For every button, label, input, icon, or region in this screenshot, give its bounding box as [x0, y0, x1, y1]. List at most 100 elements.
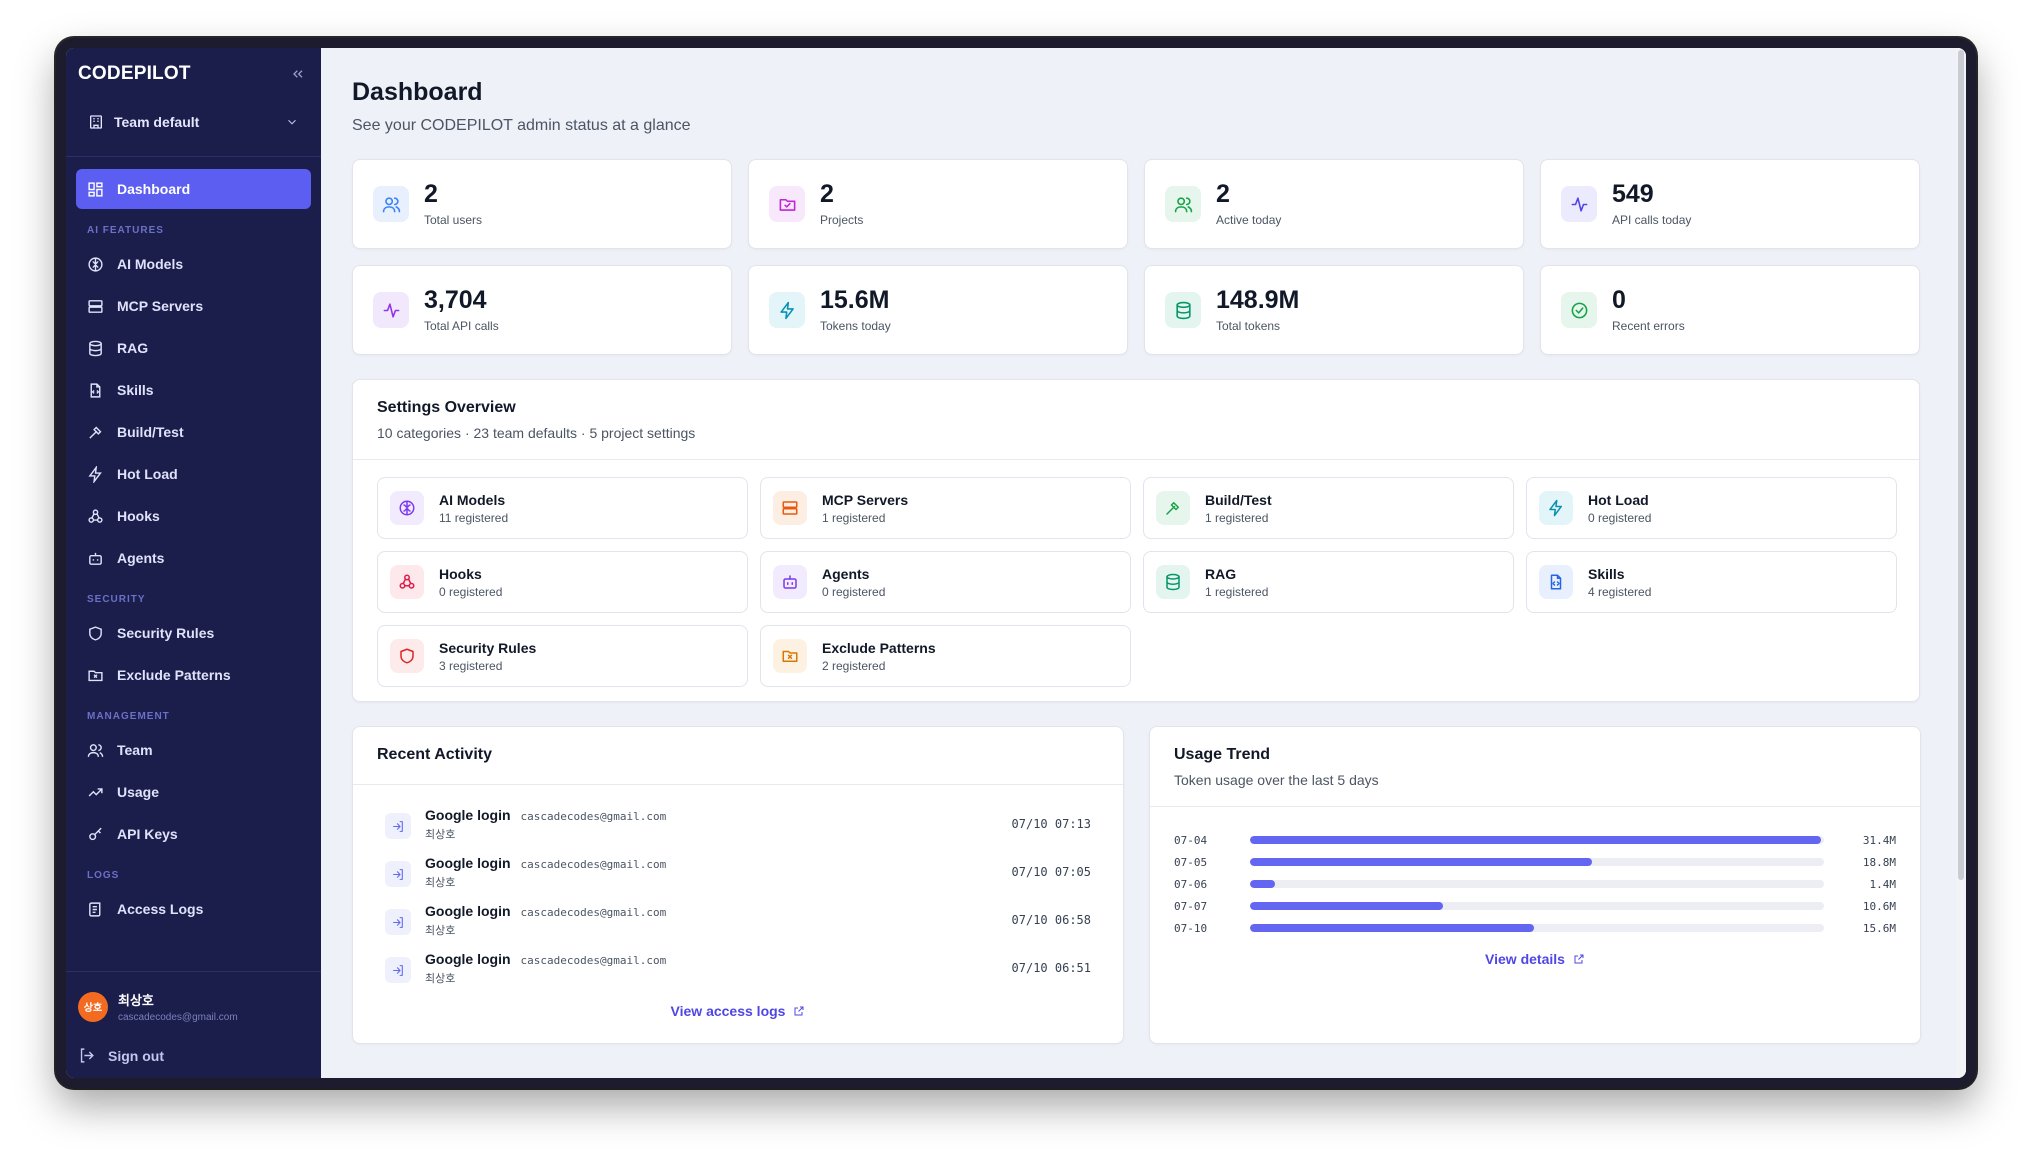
- activity-time: 07/10 07:13: [1011, 817, 1091, 831]
- settings-card[interactable]: RAG 1 registered: [1143, 551, 1514, 613]
- settings-card-text: Security Rules 3 registered: [439, 640, 536, 673]
- sidebar-item-skills[interactable]: Skills: [76, 370, 311, 410]
- settings-card-name: Security Rules: [439, 639, 537, 656]
- settings-card[interactable]: Exclude Patterns 2 registered: [760, 625, 1131, 687]
- trend-bar: [1250, 924, 1534, 932]
- sidebar-item-exclude-patterns[interactable]: Exclude Patterns: [76, 655, 311, 695]
- settings-card-count: 2 registered: [822, 658, 886, 673]
- stat-card[interactable]: 2 Active today: [1144, 159, 1524, 249]
- view-access-logs-link[interactable]: View access logs: [353, 1003, 1123, 1019]
- settings-card-text: Hot Load 0 registered: [1588, 492, 1651, 525]
- trend-bar: [1250, 858, 1592, 866]
- file-code-icon: [90, 382, 101, 398]
- settings-card[interactable]: Hot Load 0 registered: [1526, 477, 1897, 539]
- view-details-link[interactable]: View details: [1150, 951, 1920, 967]
- list-item[interactable]: Google login cascadecodes@gmail.com 최상호 07/…: [385, 855, 1091, 903]
- sidebar-divider: [66, 156, 321, 157]
- sidebar-item-hooks[interactable]: Hooks: [76, 496, 311, 536]
- sidebar-item-rag[interactable]: RAG: [76, 328, 311, 368]
- settings-card-name: Agents: [822, 565, 870, 582]
- scrollbar-thumb[interactable]: [1958, 50, 1964, 880]
- stat-text: 2 Total users: [424, 181, 482, 227]
- stat-text: 549 API calls today: [1612, 181, 1691, 227]
- shield-icon: [390, 639, 424, 673]
- stat-card[interactable]: 3,704 Total API calls: [352, 265, 732, 355]
- settings-card[interactable]: Hooks 0 registered: [377, 551, 748, 613]
- section-label-security: SECURITY: [87, 594, 146, 605]
- activity-type: Google login: [425, 903, 511, 919]
- list-item[interactable]: Google login cascadecodes@gmail.com 최상호 07/…: [385, 951, 1091, 999]
- settings-card[interactable]: MCP Servers 1 registered: [760, 477, 1131, 539]
- settings-card-count: 0 registered: [1588, 510, 1652, 525]
- activity-text: Google login cascadecodes@gmail.com 최상호: [425, 951, 1012, 986]
- sidebar-item-mcp-servers[interactable]: MCP Servers: [76, 286, 311, 326]
- sidebar-item-access-logs[interactable]: Access Logs: [76, 889, 311, 929]
- folder-icon: [769, 186, 805, 222]
- main-scrollbar[interactable]: [1956, 48, 1966, 1078]
- recent-activity-header: Recent Activity: [353, 727, 1123, 785]
- sidebar: CODEPILOT Team default Dashboard AI FEAT…: [66, 48, 321, 1078]
- sidebar-item-dashboard[interactable]: Dashboard: [76, 169, 311, 209]
- stat-card[interactable]: 2 Projects: [748, 159, 1128, 249]
- team-selector[interactable]: Team default: [78, 106, 309, 138]
- app-window: CODEPILOT Team default Dashboard AI FEAT…: [66, 48, 1966, 1078]
- settings-card[interactable]: AI Models 11 registered: [377, 477, 748, 539]
- stat-label: Projects: [820, 212, 864, 227]
- sidebar-item-ai-models[interactable]: AI Models: [76, 244, 311, 284]
- sidebar-item-usage[interactable]: Usage: [76, 772, 311, 812]
- settings-card-count: 1 registered: [1205, 584, 1269, 599]
- zap-icon: [88, 465, 102, 483]
- stat-card[interactable]: 549 API calls today: [1540, 159, 1920, 249]
- trend-bar: [1250, 902, 1443, 910]
- user-profile[interactable]: 상호 최상호 cascadecodes@gmail.com: [78, 990, 309, 1023]
- trend-bar-track: [1250, 902, 1824, 910]
- brain-icon: [390, 491, 424, 525]
- zap-icon: [1539, 491, 1573, 525]
- sign-out-button[interactable]: Sign out: [78, 1047, 309, 1064]
- sidebar-item-build-test[interactable]: Build/Test: [76, 412, 311, 452]
- recent-activity-panel: Recent Activity Google login cascadecodes…: [352, 726, 1124, 1044]
- stat-value: 2: [1216, 179, 1230, 208]
- settings-card[interactable]: Agents 0 registered: [760, 551, 1131, 613]
- settings-card[interactable]: Build/Test 1 registered: [1143, 477, 1514, 539]
- device-frame: CODEPILOT Team default Dashboard AI FEAT…: [56, 38, 1976, 1088]
- sidebar-item-label: Build/Test: [117, 424, 184, 440]
- activity-icon: [1561, 186, 1597, 222]
- trend-date-label: 07-04: [1174, 833, 1208, 847]
- view-access-logs-label: View access logs: [670, 1003, 786, 1019]
- section-label-logs: LOGS: [87, 870, 120, 881]
- sidebar-item-team[interactable]: Team: [76, 730, 311, 770]
- trend-row: 07-04 31.4M: [1174, 829, 1896, 851]
- trend-bar-track: [1250, 880, 1824, 888]
- stat-card[interactable]: 148.9M Total tokens: [1144, 265, 1524, 355]
- server-icon: [773, 491, 807, 525]
- sidebar-item-security-rules[interactable]: Security Rules: [76, 613, 311, 653]
- section-label-ai-features: AI FEATURES: [87, 225, 164, 236]
- activity-user: 최상호: [425, 973, 456, 985]
- collapse-sidebar-icon[interactable]: [289, 65, 307, 83]
- settings-card-name: RAG: [1205, 565, 1237, 582]
- settings-grid: AI Models 11 registered MCP Servers 1 regis…: [353, 460, 1919, 704]
- stat-label: Tokens today: [820, 318, 891, 333]
- list-item[interactable]: Google login cascadecodes@gmail.com 최상호 07/…: [385, 807, 1091, 855]
- sidebar-item-api-keys[interactable]: API Keys: [76, 814, 311, 854]
- stat-card[interactable]: 2 Total users: [352, 159, 732, 249]
- chevron-down-icon: [288, 119, 296, 125]
- sign-out-label: Sign out: [108, 1047, 164, 1064]
- trend-row: 07-10 15.6M: [1174, 917, 1896, 939]
- settings-card[interactable]: Security Rules 3 registered: [377, 625, 748, 687]
- trend-date-label: 07-06: [1174, 877, 1208, 891]
- list-item[interactable]: Google login cascadecodes@gmail.com 최상호 07/…: [385, 903, 1091, 951]
- trend-row: 07-05 18.8M: [1174, 851, 1896, 873]
- stat-card[interactable]: 0 Recent errors: [1540, 265, 1920, 355]
- sidebar-item-agents[interactable]: Agents: [76, 538, 311, 578]
- usage-trend-title: Usage Trend: [1174, 746, 1271, 763]
- sidebar-item-hot-load[interactable]: Hot Load: [76, 454, 311, 494]
- dashboard-icon: [88, 181, 103, 197]
- stat-text: 15.6M Tokens today: [820, 287, 891, 333]
- stat-card[interactable]: 15.6M Tokens today: [748, 265, 1128, 355]
- users-icon: [87, 743, 104, 757]
- settings-card-count: 0 registered: [439, 584, 503, 599]
- settings-card[interactable]: Skills 4 registered: [1526, 551, 1897, 613]
- users-icon: [1165, 186, 1201, 222]
